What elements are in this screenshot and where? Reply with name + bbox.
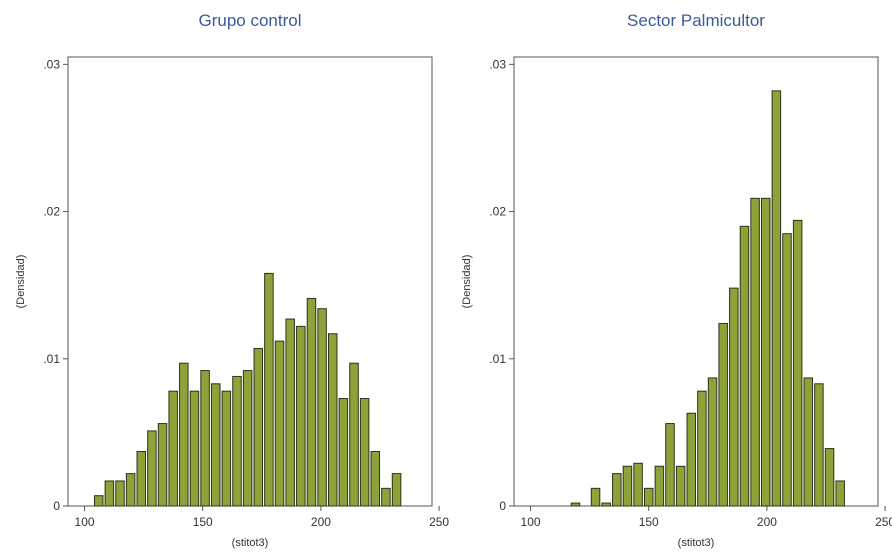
histogram-bar: [210, 383, 221, 507]
histogram-bar: [200, 370, 210, 507]
histogram-bar: [232, 375, 242, 507]
histogram-bar: [665, 423, 675, 507]
histogram-bar: [792, 219, 803, 507]
histogram-bar: [835, 480, 845, 507]
histogram-bar: [115, 480, 125, 507]
histogram-bar: [264, 272, 274, 507]
histogram-bar: [612, 473, 622, 507]
histogram-bar: [221, 390, 232, 507]
histogram-bar: [168, 390, 178, 507]
x-tick-label: 250: [429, 515, 449, 529]
histogram-bar: [718, 322, 728, 507]
histogram-bar: [760, 197, 771, 507]
histogram-bar: [750, 197, 760, 507]
histogram-bar: [686, 412, 697, 507]
y-tick-label: .01: [489, 352, 506, 366]
histogram-bar: [814, 383, 824, 507]
histogram-bar: [306, 297, 317, 507]
histogram-bar: [391, 473, 402, 507]
histogram-bar: [654, 465, 665, 507]
histogram-bar: [136, 451, 147, 507]
y-tick-label: 0: [499, 499, 506, 513]
histogram-bar: [633, 462, 643, 507]
histogram-bar: [601, 502, 611, 507]
x-tick-label: 100: [521, 515, 541, 529]
y-axis-label: (Densidad): [461, 255, 473, 309]
chart-title: Grupo control: [199, 11, 302, 30]
histogram-bar: [622, 465, 633, 507]
histogram-bar: [590, 487, 601, 507]
histogram-bar: [824, 448, 835, 507]
histogram-bar: [570, 502, 581, 507]
histogram-bar: [317, 308, 327, 507]
x-tick-label: 150: [193, 515, 213, 529]
x-tick-label: 200: [311, 515, 331, 529]
histogram-bar: [675, 465, 686, 507]
histogram-bar: [338, 398, 349, 507]
x-tick-label: 250: [875, 515, 892, 529]
histogram-bar: [729, 287, 739, 507]
x-axis-label: (stitot3): [678, 537, 715, 549]
y-tick-label: .03: [489, 57, 506, 71]
histogram-bar: [739, 225, 750, 507]
histogram-bar: [242, 370, 253, 507]
histogram-bar: [381, 487, 391, 507]
x-tick-label: 200: [757, 515, 777, 529]
histogram-bar: [189, 390, 200, 507]
chart-panel-sector-palmicultor: Sector Palmicultor 0 .01 .02 .03 100 150 200 250…: [461, 11, 892, 549]
x-tick-label: 150: [639, 515, 659, 529]
y-tick-label: .03: [43, 57, 60, 71]
histogram-bar: [253, 347, 264, 507]
y-tick-label: 0: [53, 499, 60, 513]
histogram-bar: [296, 325, 306, 507]
histogram-bar: [104, 480, 115, 507]
histogram-bar: [771, 90, 782, 507]
histogram-bar: [274, 340, 285, 507]
histogram-bar: [349, 362, 359, 507]
histogram-bar: [179, 362, 189, 507]
histogram-bar: [707, 377, 718, 507]
histogram-bar: [125, 473, 136, 507]
x-axis-label: (stitot3): [232, 537, 269, 549]
histogram-bar: [697, 390, 707, 507]
y-tick-label: .02: [43, 205, 60, 219]
histogram-bar: [370, 451, 381, 507]
y-tick-label: .02: [489, 205, 506, 219]
histogram-bar: [157, 423, 168, 507]
y-axis-label: (Densidad): [15, 255, 27, 309]
histogram-bar: [327, 333, 338, 507]
histogram-bar: [147, 430, 157, 507]
histogram-bar: [359, 398, 370, 507]
histogram-bar: [93, 495, 104, 507]
histogram-bar: [285, 318, 295, 507]
y-tick-label: .01: [43, 352, 60, 366]
histogram-bar: [643, 487, 654, 507]
histogram-bar: [803, 377, 814, 507]
x-tick-label: 100: [75, 515, 95, 529]
histogram-bar: [782, 233, 792, 507]
chart-title: Sector Palmicultor: [627, 11, 765, 30]
chart-panel-grupo-control: Grupo control 0 .01 .02 .03 100 150 200 250 (stit…: [15, 11, 449, 549]
